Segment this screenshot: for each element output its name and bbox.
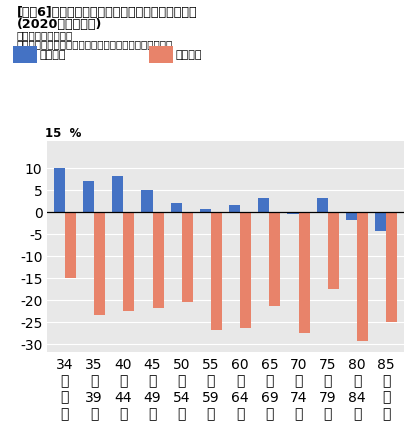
Bar xyxy=(328,212,339,289)
Bar xyxy=(269,212,281,307)
Bar xyxy=(211,212,222,331)
Bar xyxy=(123,212,134,311)
Bar xyxy=(375,212,386,232)
Bar xyxy=(346,212,357,221)
Bar xyxy=(54,168,65,212)
Text: 注：二人以上の世帯: 注：二人以上の世帯 xyxy=(16,30,73,40)
Bar xyxy=(299,212,310,333)
Text: モノ消費: モノ消費 xyxy=(39,50,66,60)
Bar xyxy=(288,212,299,214)
Bar xyxy=(112,177,123,212)
Bar xyxy=(141,190,152,212)
Bar xyxy=(83,181,94,212)
Bar xyxy=(65,212,76,278)
Text: 15  %: 15 % xyxy=(45,127,82,140)
Bar xyxy=(182,212,193,302)
Bar xyxy=(258,199,269,212)
Text: [図表6]年齢別にみたモノ消費とコト消費の増減率: [図表6]年齢別にみたモノ消費とコト消費の増減率 xyxy=(16,6,197,19)
Bar xyxy=(357,212,368,341)
Bar xyxy=(200,210,211,212)
Bar xyxy=(152,212,164,309)
Bar xyxy=(171,203,182,212)
Bar xyxy=(94,212,105,315)
Text: 出所：総務省のデータをもとにニッセイ基礎研究所作成: 出所：総務省のデータをもとにニッセイ基礎研究所作成 xyxy=(16,39,173,49)
Text: (2020年、前年比): (2020年、前年比) xyxy=(16,18,102,31)
Bar xyxy=(240,212,251,329)
Text: コト消費: コト消費 xyxy=(175,50,201,60)
Bar xyxy=(317,199,328,212)
Bar xyxy=(229,206,240,212)
Bar xyxy=(386,212,397,322)
